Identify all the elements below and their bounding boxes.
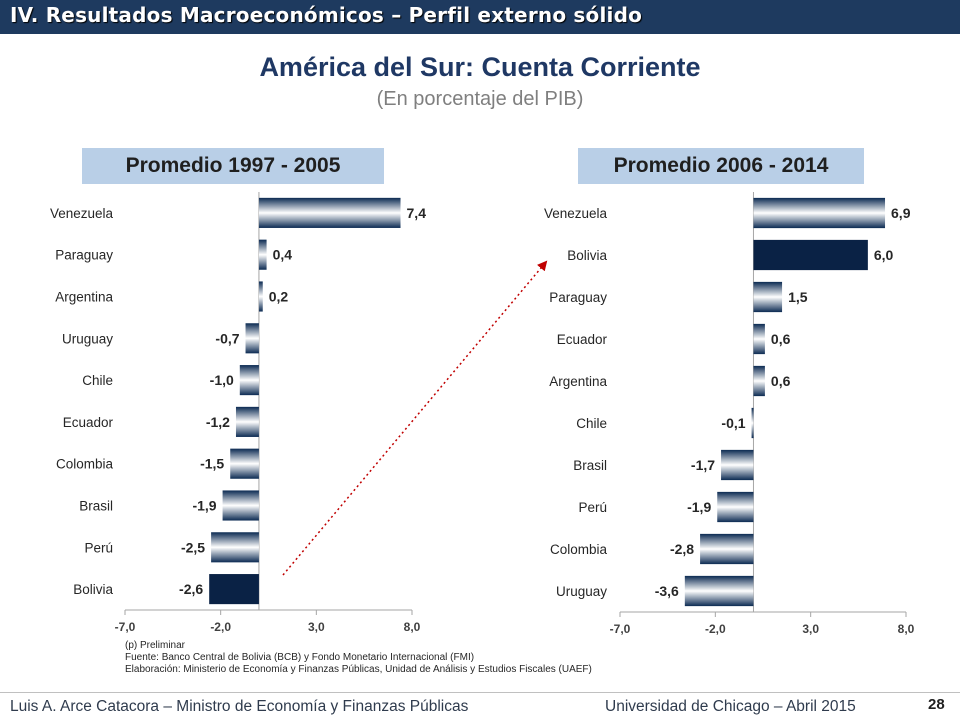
value-label: 0,4 <box>273 247 293 263</box>
bar-paraguay <box>753 281 783 313</box>
footer-divider <box>0 692 960 693</box>
value-label: -2,5 <box>181 539 205 555</box>
category-label: Colombia <box>56 457 114 472</box>
category-label: Brasil <box>573 458 607 473</box>
bar-colombia <box>230 448 259 479</box>
category-label: Ecuador <box>557 332 608 347</box>
bar-colombia <box>700 533 754 565</box>
x-tick-label: -7,0 <box>115 620 136 634</box>
bar-ecuador <box>753 323 765 355</box>
left-panel-label: Promedio 1997 - 2005 <box>82 148 384 184</box>
value-label: 6,9 <box>891 205 911 221</box>
category-label: Colombia <box>550 542 608 557</box>
page-number: 28 <box>928 696 945 713</box>
page-subtitle: (En porcentaje del PIB) <box>376 88 584 110</box>
category-label: Uruguay <box>556 584 607 599</box>
bar-venezuela <box>753 197 886 229</box>
bar-perú <box>717 491 754 523</box>
value-label: -1,0 <box>210 372 234 388</box>
category-label: Chile <box>576 416 607 431</box>
bar-paraguay <box>258 239 267 270</box>
value-label: 0,6 <box>771 373 791 389</box>
value-label: 7,4 <box>407 205 427 221</box>
x-tick-label: -2,0 <box>210 620 231 634</box>
category-label: Ecuador <box>63 415 114 430</box>
footer-venue: Universidad de Chicago – Abril 2015 <box>605 698 856 715</box>
chart-right: -7,0 -2,0 3,0 8,0 Venezuela 6,9 Bolivia 6,0 Para… <box>544 192 915 636</box>
value-label: 6,0 <box>874 247 894 263</box>
value-label: -1,9 <box>192 498 216 514</box>
bar-chile <box>751 407 754 439</box>
note-preliminar: (p) Preliminar <box>125 640 186 651</box>
footer-author: Luis A. Arce Catacora – Ministro de Econ… <box>10 698 469 715</box>
value-label: 0,2 <box>269 289 289 305</box>
value-label: -1,2 <box>206 414 230 430</box>
trend-arrow <box>282 260 548 576</box>
category-label: Perú <box>84 540 113 555</box>
value-label: 1,5 <box>788 289 808 305</box>
x-tick-label: 8,0 <box>898 622 915 636</box>
bar-uruguay <box>684 575 754 607</box>
category-label: Brasil <box>79 499 113 514</box>
value-label: -3,6 <box>655 583 679 599</box>
bar-ecuador <box>235 406 259 437</box>
category-label: Venezuela <box>544 206 608 221</box>
value-label: -1,7 <box>691 457 715 473</box>
value-label: -0,7 <box>215 330 239 346</box>
section-title: IV. Resultados Macroeconómicos – Perfil … <box>10 3 643 27</box>
category-label: Perú <box>578 500 607 515</box>
value-label: -2,8 <box>670 541 694 557</box>
bar-bolivia <box>209 574 259 605</box>
note-source: Fuente: Banco Central de Bolivia (BCB) y… <box>125 652 475 663</box>
bar-chile <box>239 365 259 396</box>
value-label: -1,9 <box>687 499 711 515</box>
category-label: Bolivia <box>567 248 607 263</box>
header-bar: IV. Resultados Macroeconómicos – Perfil … <box>0 0 960 34</box>
bar-argentina <box>258 281 263 312</box>
bar-bolivia <box>753 239 868 271</box>
chart-left: -7,0 -2,0 3,0 8,0 Venezuela 7,4 Paraguay 0,4 Arg… <box>50 192 426 634</box>
value-label: -0,1 <box>721 415 745 431</box>
category-label: Chile <box>82 373 113 388</box>
bar-perú <box>211 532 259 563</box>
x-tick-label: 3,0 <box>802 622 819 636</box>
right-panel-label: Promedio 2006 - 2014 <box>578 148 864 184</box>
category-label: Argentina <box>549 374 607 389</box>
bar-venezuela <box>258 197 401 228</box>
category-label: Paraguay <box>55 248 113 263</box>
note-elaboration: Elaboración: Ministerio de Economía y Fi… <box>125 664 592 675</box>
x-tick-label: 8,0 <box>404 620 421 634</box>
category-label: Venezuela <box>50 206 114 221</box>
category-label: Bolivia <box>73 582 113 597</box>
x-tick-label: 3,0 <box>308 620 325 634</box>
bar-argentina <box>753 365 765 397</box>
x-tick-label: -7,0 <box>610 622 631 636</box>
value-label: -2,6 <box>179 581 203 597</box>
x-tick-label: -2,0 <box>705 622 726 636</box>
bar-brasil <box>222 490 259 521</box>
category-label: Uruguay <box>62 331 113 346</box>
bar-uruguay <box>245 323 259 354</box>
bar-brasil <box>721 449 754 481</box>
category-label: Paraguay <box>549 290 607 305</box>
page-title: América del Sur: Cuenta Corriente <box>259 52 701 82</box>
value-label: -1,5 <box>200 456 224 472</box>
chart-notes: (p) Preliminar Fuente: Banco Central de … <box>125 640 592 676</box>
value-label: 0,6 <box>771 331 791 347</box>
category-label: Argentina <box>55 290 113 305</box>
